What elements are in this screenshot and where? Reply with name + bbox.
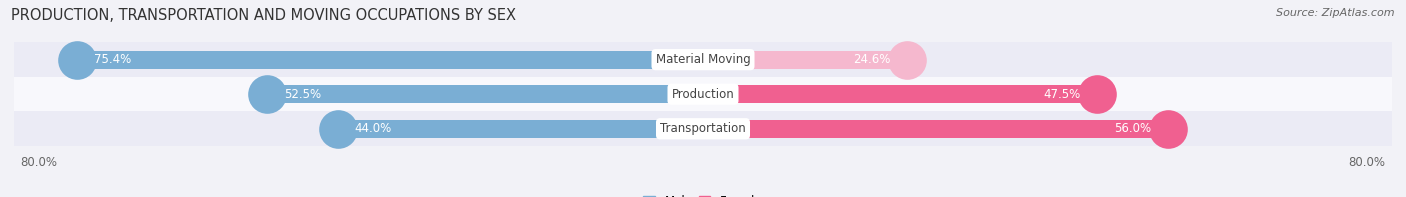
Text: Material Moving: Material Moving [655, 53, 751, 66]
Bar [77, 51, 703, 69]
Bar [14, 42, 1392, 77]
Bar [703, 120, 1168, 138]
Text: 47.5%: 47.5% [1043, 88, 1081, 101]
Bar [703, 51, 907, 69]
Text: 56.0%: 56.0% [1114, 122, 1152, 135]
Text: Source: ZipAtlas.com: Source: ZipAtlas.com [1277, 8, 1395, 18]
Legend: Male, Female: Male, Female [638, 190, 768, 197]
Bar [14, 77, 1392, 112]
Bar [703, 85, 1097, 103]
Bar [267, 85, 703, 103]
Text: Transportation: Transportation [661, 122, 745, 135]
Text: 52.5%: 52.5% [284, 88, 321, 101]
Text: 75.4%: 75.4% [94, 53, 131, 66]
Bar [337, 120, 703, 138]
Text: 44.0%: 44.0% [354, 122, 392, 135]
Text: PRODUCTION, TRANSPORTATION AND MOVING OCCUPATIONS BY SEX: PRODUCTION, TRANSPORTATION AND MOVING OC… [11, 8, 516, 23]
Text: 24.6%: 24.6% [853, 53, 890, 66]
Text: Production: Production [672, 88, 734, 101]
Bar [14, 112, 1392, 146]
